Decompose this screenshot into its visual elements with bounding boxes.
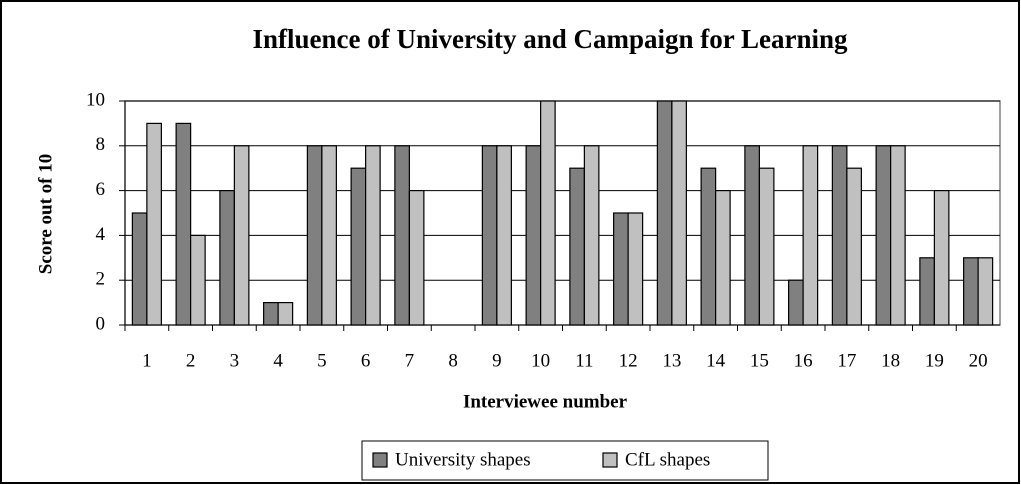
- bar: [700, 167, 717, 326]
- bar: [525, 145, 542, 326]
- legend-label: University shapes: [395, 449, 531, 470]
- x-tick-label: 10: [531, 350, 550, 371]
- chart-title: Influence of University and Campaign for…: [252, 24, 848, 54]
- bar: [365, 145, 381, 326]
- bar: [481, 145, 498, 326]
- bar: [569, 167, 585, 326]
- bar: [394, 145, 410, 326]
- y-tick-label: 2: [96, 269, 106, 290]
- bar: [350, 167, 367, 326]
- bar: [933, 190, 950, 326]
- x-tick-label: 18: [881, 350, 900, 371]
- x-tick-label: 12: [619, 350, 638, 371]
- x-tick-label: 4: [273, 350, 283, 371]
- bar: [831, 145, 848, 326]
- x-tick-label: 15: [750, 350, 769, 371]
- bar: [408, 190, 425, 326]
- bar: [540, 100, 556, 326]
- bar: [496, 145, 512, 326]
- bar: [744, 145, 760, 326]
- bar: [219, 190, 235, 326]
- x-tick-label: 8: [448, 350, 458, 371]
- x-tick-label: 14: [706, 350, 726, 371]
- x-tick-label: 3: [230, 350, 240, 371]
- y-tick-label: 8: [96, 134, 106, 155]
- bar: [131, 212, 148, 326]
- legend-swatch: [372, 452, 388, 468]
- bar: [671, 100, 687, 326]
- x-tick-label: 5: [317, 350, 327, 371]
- legend-swatch: [602, 452, 618, 468]
- bar: [758, 167, 775, 326]
- x-tick-label: 9: [492, 350, 502, 371]
- bar: [802, 145, 819, 326]
- bar: [263, 302, 279, 326]
- x-tick-label: 6: [361, 350, 371, 371]
- x-tick-label: 1: [142, 350, 152, 371]
- legend-label: CfL shapes: [625, 449, 710, 470]
- x-tick-label: 19: [925, 350, 944, 371]
- bar: [146, 122, 162, 326]
- bar: [175, 122, 192, 326]
- x-tick-label: 20: [969, 350, 988, 371]
- y-tick-label: 10: [86, 89, 105, 110]
- bar: [875, 145, 892, 326]
- x-axis-label: Interviewee number: [463, 391, 628, 412]
- bar: [190, 234, 206, 326]
- bar: [977, 257, 994, 326]
- bar: [890, 145, 906, 326]
- y-tick-label: 6: [96, 179, 106, 200]
- bar: [919, 257, 935, 326]
- legend-box: [361, 440, 769, 481]
- bar: [233, 145, 250, 326]
- x-tick-label: 13: [662, 350, 681, 371]
- y-axis-label: Score out of 10: [35, 154, 56, 275]
- x-tick-label: 7: [405, 350, 415, 371]
- plot-area: [124, 100, 1001, 326]
- bar: [846, 167, 862, 326]
- x-tick-label: 16: [794, 350, 813, 371]
- bar: [277, 302, 294, 326]
- y-tick-label: 0: [96, 313, 106, 334]
- x-tick-label: 11: [575, 350, 593, 371]
- bar: [656, 100, 673, 326]
- x-tick-label: 17: [837, 350, 856, 371]
- bar: [583, 145, 600, 326]
- bar: [321, 145, 337, 326]
- bar: [963, 257, 979, 326]
- bar: [788, 279, 804, 326]
- x-tick-label: 2: [186, 350, 196, 371]
- bar: [613, 212, 629, 326]
- y-tick-label: 4: [96, 224, 106, 245]
- bar: [627, 212, 644, 326]
- bar: [715, 190, 731, 326]
- bar: [306, 145, 323, 326]
